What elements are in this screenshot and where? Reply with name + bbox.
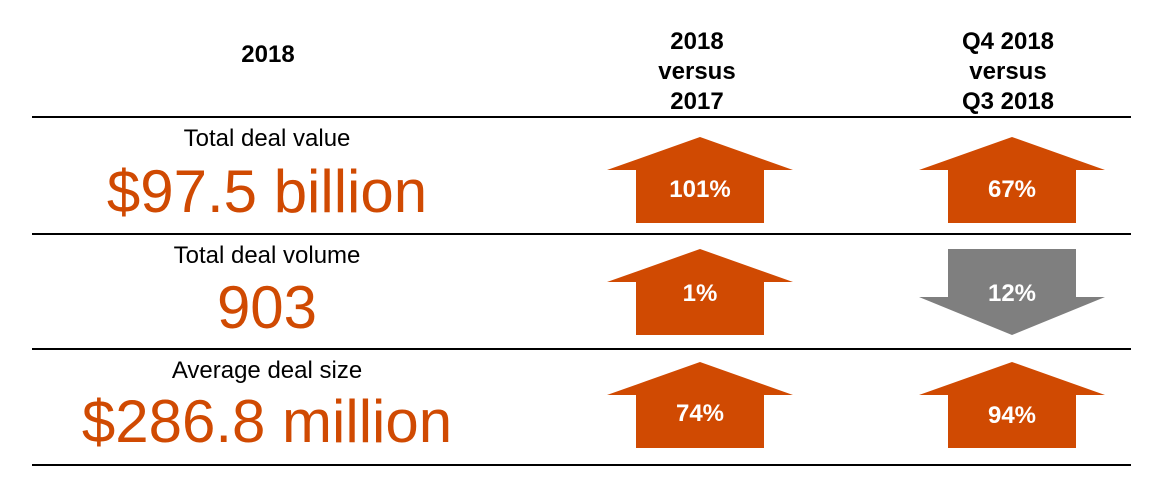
divider [32,464,1131,466]
up-arrow-icon [607,137,793,223]
qoq-arrow: 12% [919,249,1105,335]
header-qoq-line2: versus [969,58,1047,85]
qoq-arrow: 67% [919,137,1105,223]
yoy-arrow: 1% [607,249,793,335]
up-arrow-icon [919,362,1105,448]
header-yoy: 2018 versus 2017 [597,27,797,117]
header-qoq: Q4 2018 versus Q3 2018 [908,27,1108,117]
down-arrow-icon [919,249,1105,335]
header-yoy-line3: 2017 [670,88,724,115]
qoq-arrow: 94% [919,362,1105,448]
metric-label: Total deal volume [173,242,361,269]
metric-label: Total deal value [183,125,351,152]
yoy-arrow: 74% [607,362,793,448]
metric-value: 903 [216,274,318,341]
metric-value: $286.8 million [81,388,453,455]
qoq-change: 12% [987,280,1037,307]
header-yoy-line1: 2018 [670,28,724,55]
up-arrow-icon [607,362,793,448]
header-year: 2018 [241,41,295,68]
metric-label: Average deal size [171,357,363,384]
yoy-arrow: 101% [607,137,793,223]
header-yoy-line2: versus [658,58,736,85]
divider [32,348,1131,350]
divider [32,233,1131,235]
qoq-change: 67% [987,176,1037,203]
up-arrow-icon [607,249,793,335]
up-arrow-icon [919,137,1105,223]
divider [32,116,1131,118]
yoy-change: 101% [669,176,731,203]
metric-value: $97.5 billion [106,158,428,225]
header-qoq-line3: Q3 2018 [961,88,1055,115]
yoy-change: 1% [682,280,718,307]
header-qoq-line1: Q4 2018 [961,28,1055,55]
qoq-change: 94% [987,402,1037,429]
yoy-change: 74% [675,400,725,427]
